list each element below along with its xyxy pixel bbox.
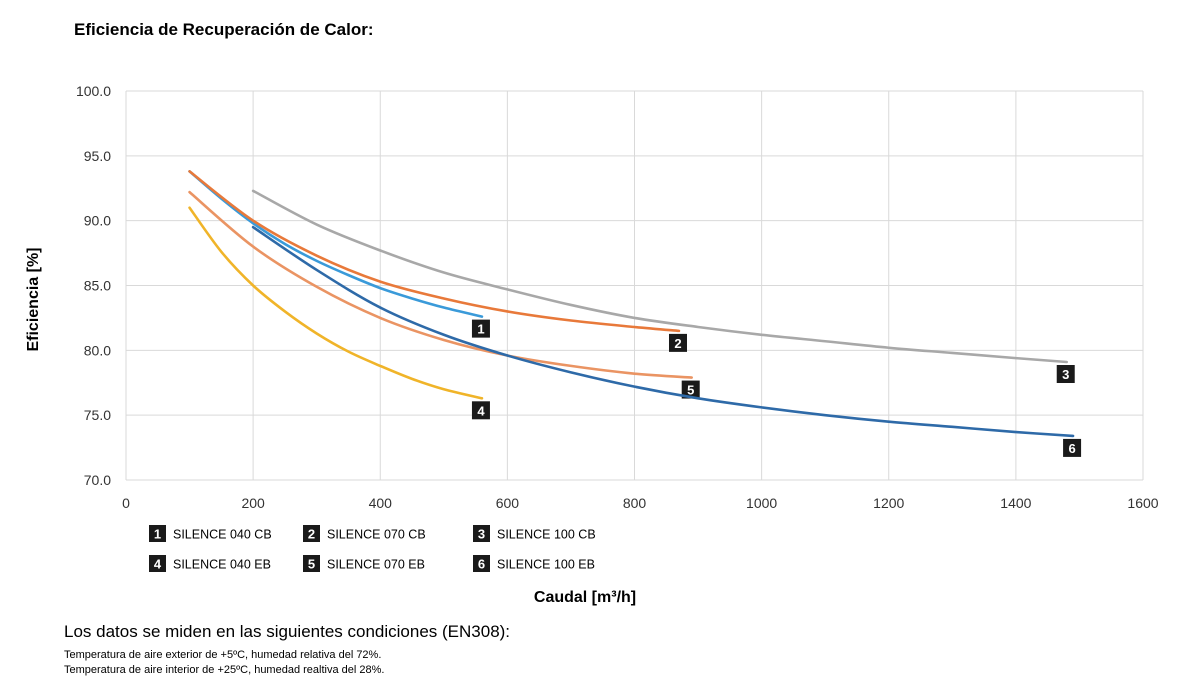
notes-line-interior: Temperatura de aire interior de +25ºC, h… [64, 664, 385, 676]
legend-marker-box-1 [149, 525, 166, 542]
x-tick-label: 200 [241, 495, 265, 511]
x-tick-label: 0 [122, 495, 130, 511]
legend-marker-label-6: 6 [478, 557, 485, 572]
y-tick-label: 75.0 [84, 407, 111, 423]
x-tick-label: 800 [623, 495, 647, 511]
efficiency-chart: 0 200 400 600 800 1000 1200 1400 1600 70.0 75.0 80.… [25, 83, 1159, 606]
legend-marker-label-4: 4 [154, 557, 162, 572]
chart-title: Eficiencia de Recuperación de Calor: [74, 20, 374, 39]
y-tick-label: 70.0 [84, 472, 111, 488]
legend-entry-6: SILENCE 100 EB [497, 558, 595, 572]
y-tick-label: 85.0 [84, 278, 111, 294]
series-marker-label-2: 2 [674, 336, 681, 351]
x-axis-label: Caudal [m³/h] [534, 589, 636, 606]
x-tick-label: 600 [496, 495, 520, 511]
y-tick-label: 100.0 [76, 83, 111, 99]
measurement-notes: Los datos se miden en las siguientes con… [64, 622, 510, 678]
legend-marker-box-6 [473, 555, 490, 572]
legend-marker-box-2 [303, 525, 320, 542]
series-line-1 [188, 170, 484, 318]
legend-entry-4: SILENCE 040 EB [173, 558, 271, 572]
y-tick-label: 80.0 [84, 342, 111, 358]
y-tick-label: 95.0 [84, 148, 111, 164]
series-marker-box-6 [1063, 438, 1082, 457]
y-axis-label: Eficiencia [%] [25, 247, 42, 351]
legend-marker-box-5 [303, 555, 320, 572]
series-marker-label-4: 4 [477, 403, 485, 418]
series-marker-label-6: 6 [1068, 441, 1075, 456]
legend-entry-2: SILENCE 070 CB [327, 528, 426, 542]
series-marker-box-5 [681, 380, 700, 399]
series-line-3 [251, 189, 1069, 364]
series-marker-box-4 [471, 401, 490, 420]
series-marker-box-1 [471, 319, 490, 338]
series-line-2 [188, 170, 681, 333]
legend-entry-1: SILENCE 040 CB [173, 528, 272, 542]
series-line-5 [188, 190, 694, 379]
legend-marker-label-3: 3 [478, 527, 485, 542]
y-tick-label: 90.0 [84, 213, 111, 229]
x-tick-label: 1400 [1000, 495, 1031, 511]
legend-marker-label-2: 2 [308, 527, 315, 542]
x-tick-label: 400 [369, 495, 393, 511]
series-line-4 [188, 206, 484, 400]
series-marker-label-3: 3 [1062, 367, 1069, 382]
notes-line-exterior: Temperatura de aire exterior de +5ºC, hu… [64, 649, 382, 661]
legend-marker-label-1: 1 [154, 527, 161, 542]
x-tick-label: 1600 [1127, 495, 1158, 511]
legend-entry-3: SILENCE 100 CB [497, 528, 596, 542]
x-tick-label: 1000 [746, 495, 777, 511]
legend-marker-box-4 [149, 555, 166, 572]
legend-marker-box-3 [473, 525, 490, 542]
series-marker-box-2 [668, 333, 687, 352]
series-line-6 [251, 225, 1075, 438]
series-marker-box-3 [1056, 365, 1075, 384]
legend-entry-5: SILENCE 070 EB [327, 558, 425, 572]
series-marker-label-1: 1 [477, 322, 484, 337]
notes-heading: Los datos se miden en las siguientes con… [64, 622, 511, 641]
x-tick-label: 1200 [873, 495, 904, 511]
legend-marker-label-5: 5 [308, 557, 315, 572]
series-marker-label-5: 5 [687, 383, 694, 398]
